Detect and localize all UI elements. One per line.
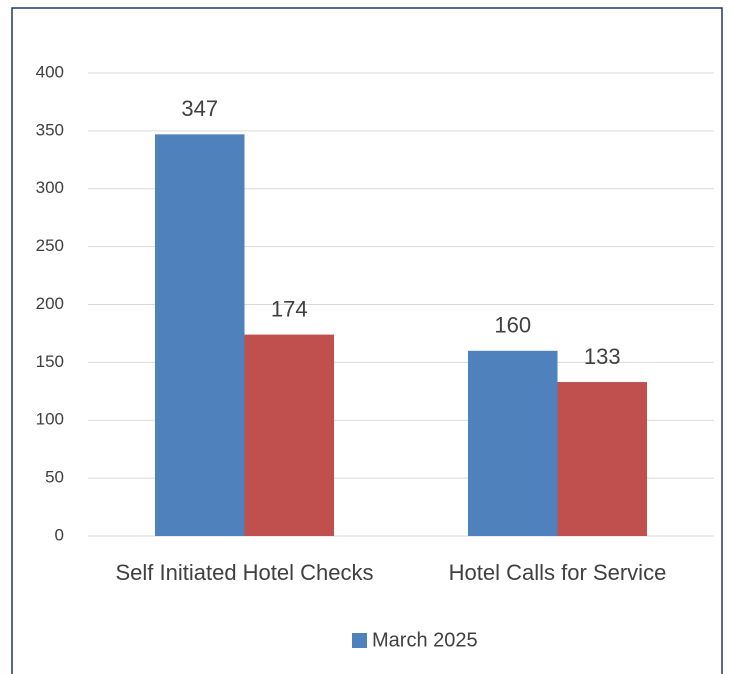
data-label: 174	[271, 296, 308, 321]
bar	[557, 382, 648, 536]
y-tick-label: 0	[55, 525, 64, 544]
y-tick-label: 200	[36, 294, 64, 313]
bar	[244, 334, 335, 536]
x-tick-label: Hotel Calls for Service	[449, 560, 667, 585]
y-tick-label: 350	[36, 120, 64, 139]
data-label: 347	[181, 96, 218, 121]
bar	[467, 350, 558, 536]
y-tick-label: 250	[36, 236, 64, 255]
y-tick-label: 300	[36, 178, 64, 197]
data-label: 133	[584, 344, 621, 369]
chart-frame	[11, 7, 723, 674]
y-tick-label: 100	[36, 410, 64, 429]
y-tick-label: 150	[36, 352, 64, 371]
legend-label: March 2025	[372, 629, 478, 651]
data-label: 160	[494, 313, 531, 338]
legend-swatch	[352, 633, 367, 648]
y-tick-label: 50	[45, 468, 64, 487]
x-tick-label: Self Initiated Hotel Checks	[115, 560, 373, 585]
y-tick-label: 400	[36, 62, 64, 81]
bar	[154, 134, 245, 536]
